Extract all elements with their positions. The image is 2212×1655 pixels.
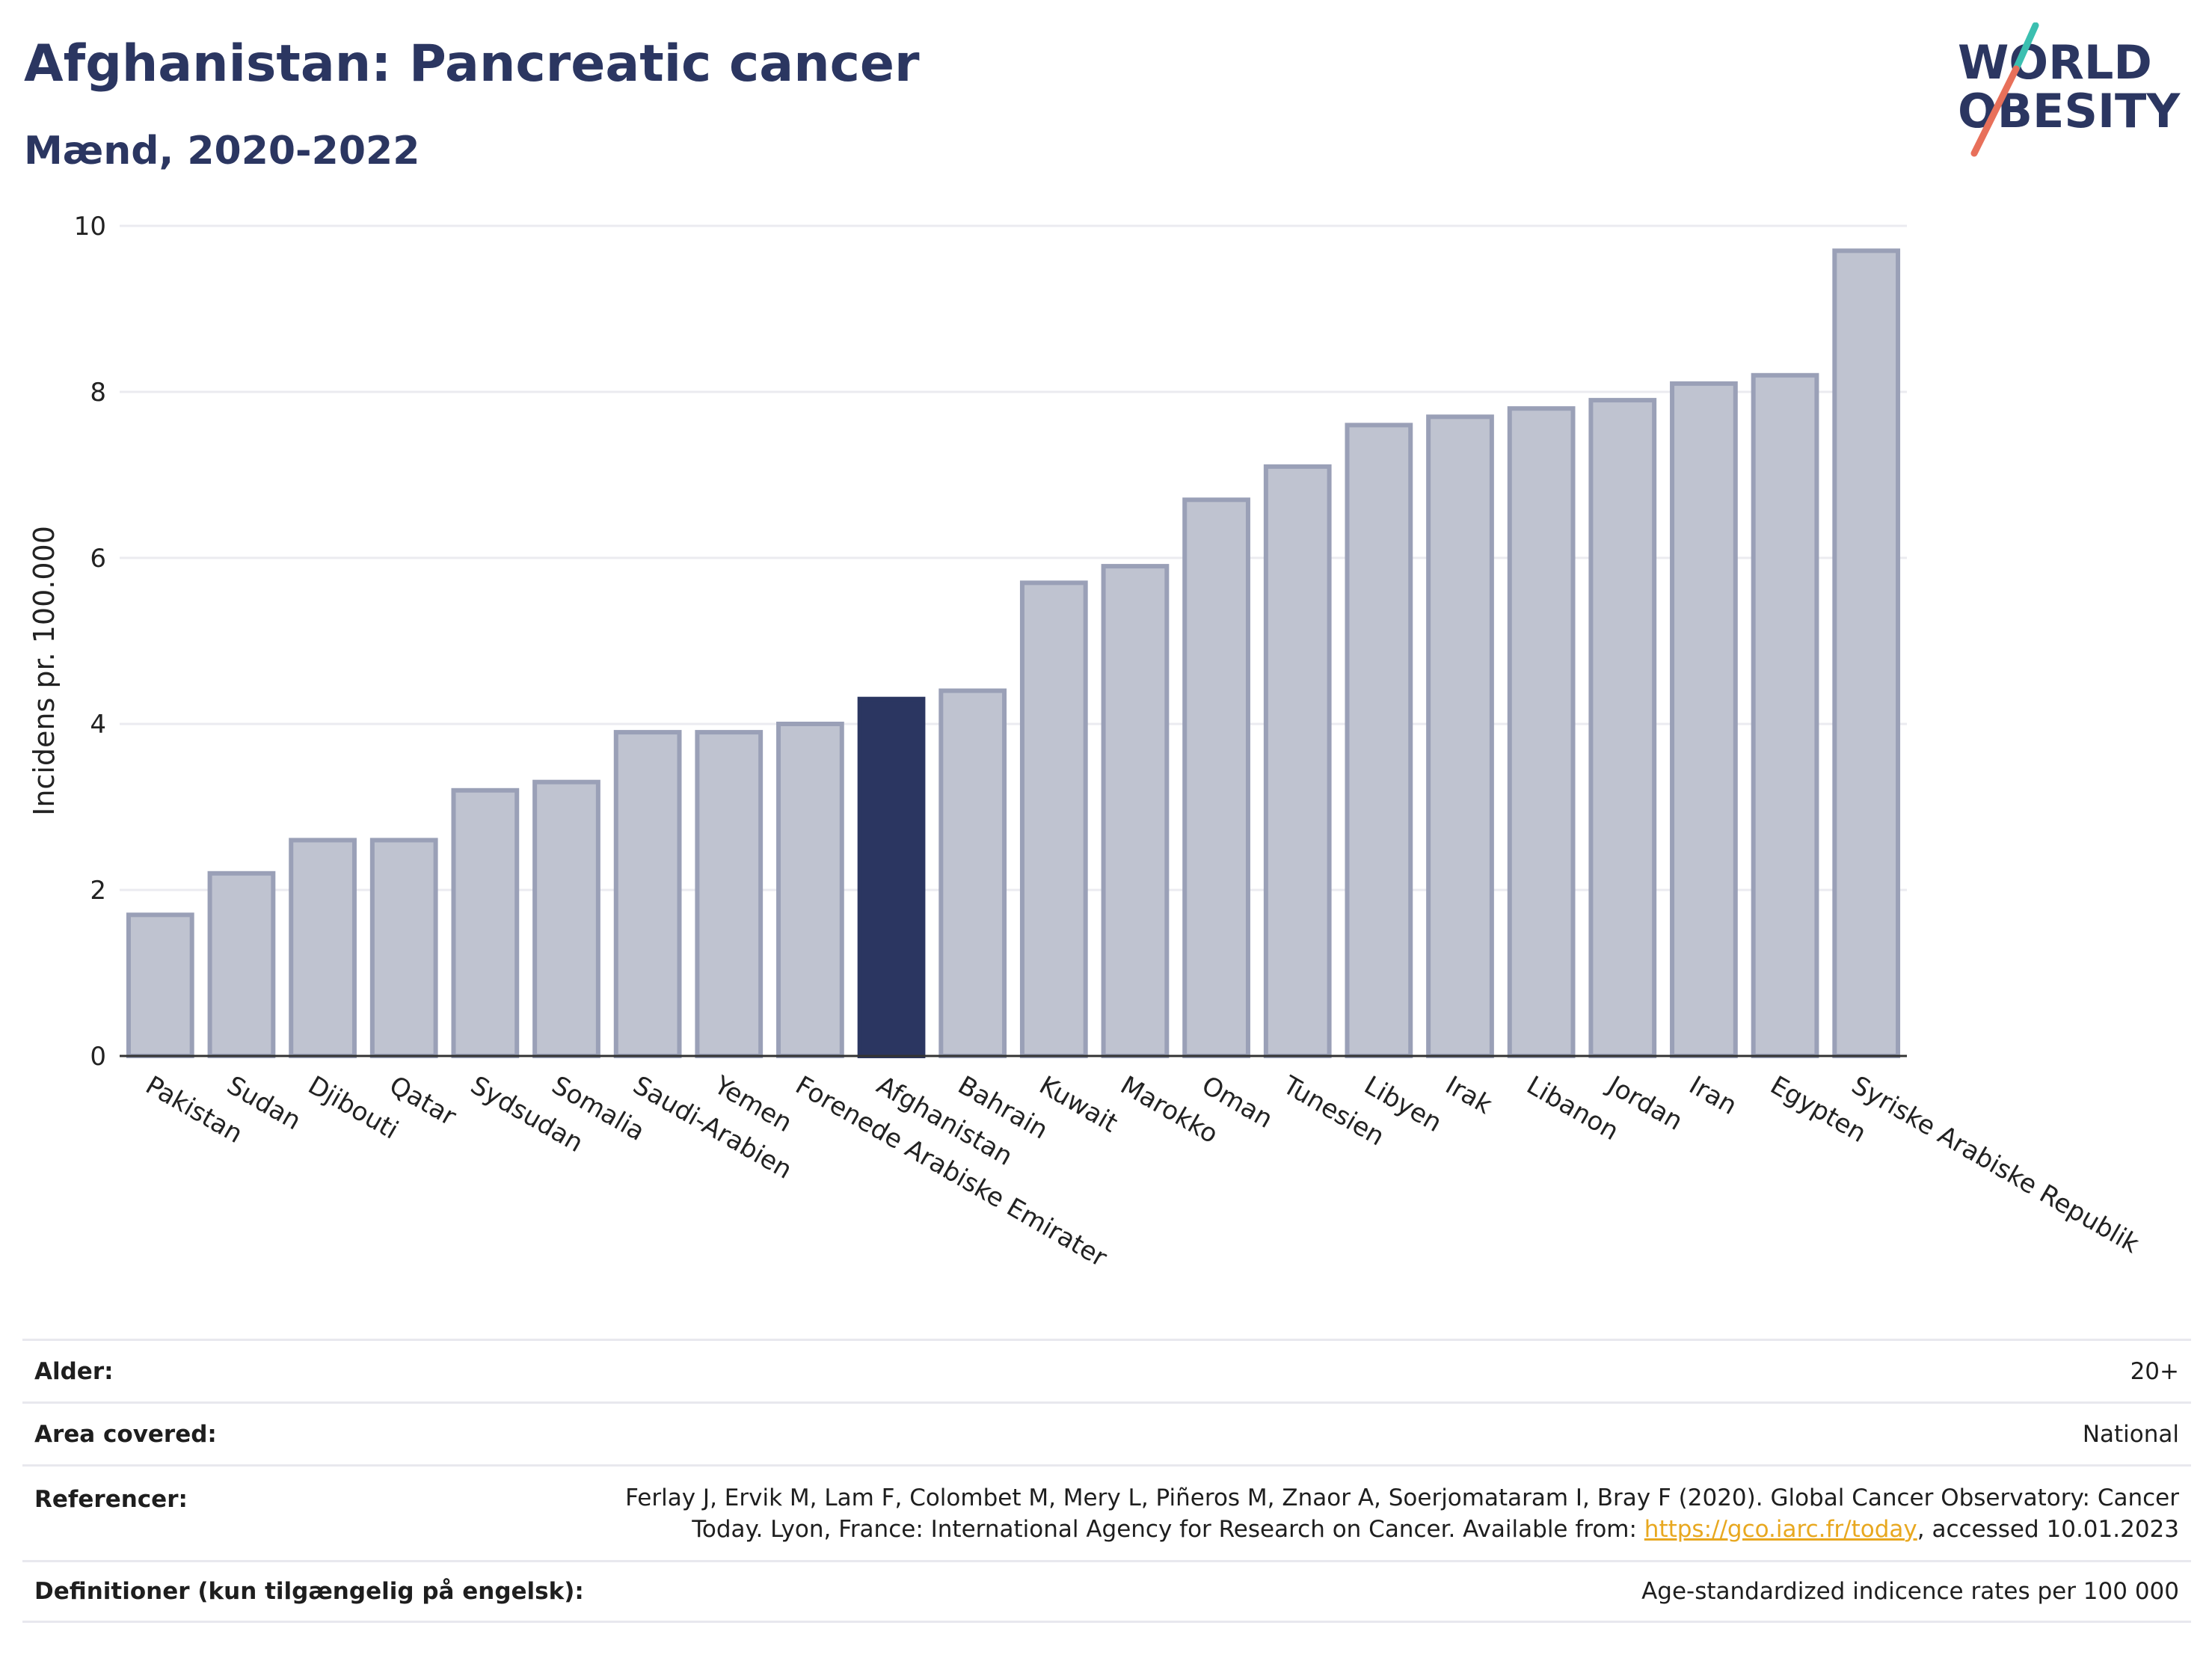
- reference-line-2-post: , accessed 10.01.2023: [1917, 1515, 2179, 1543]
- y-tick-label: 8: [90, 378, 106, 408]
- meta-value-age: 20+: [2130, 1357, 2179, 1385]
- bar-pakistan: [126, 912, 194, 1059]
- y-tick-label: 2: [90, 876, 106, 906]
- meta-label-age: Alder:: [34, 1357, 114, 1385]
- x-tick-label: Iran: [1684, 1070, 1742, 1121]
- logo-accent-teal: [2012, 22, 2039, 73]
- y-tick-label: 6: [90, 544, 106, 574]
- bar-jordan: [1588, 398, 1657, 1058]
- reference-link[interactable]: https://gco.iarc.fr/today: [1644, 1515, 1917, 1543]
- y-axis-label: Incidens pr. 100.000: [28, 526, 61, 816]
- bar-oman: [1182, 497, 1250, 1058]
- meta-row-area: Area covered: National: [22, 1401, 2191, 1464]
- bar-marokko: [1101, 564, 1170, 1058]
- x-tick-label: Syriske Arabiske Republik: [1846, 1070, 2144, 1259]
- y-tick-label: 0: [90, 1042, 106, 1072]
- bar-iran: [1670, 381, 1738, 1058]
- meta-row-definitions: Definitioner (kun tilgængelig på engelsk…: [22, 1560, 2191, 1623]
- bar-tunesien: [1263, 464, 1332, 1058]
- meta-value-references: Ferlay J, Ervik M, Lam F, Colombet M, Me…: [625, 1482, 2179, 1545]
- metadata-table: Alder: 20+ Area covered: National Refere…: [22, 1339, 2191, 1623]
- x-tick-label: Irak: [1440, 1070, 1497, 1120]
- meta-label-references: Referencer:: [34, 1486, 188, 1513]
- reference-line-2-pre: Today. Lyon, France: International Agenc…: [692, 1515, 1644, 1543]
- bar-kuwait: [1019, 580, 1088, 1058]
- y-tick-label: 10: [74, 212, 106, 242]
- bar-bahrain: [938, 688, 1007, 1058]
- reference-line-1: Ferlay J, Ervik M, Lam F, Colombet M, Me…: [625, 1484, 2179, 1511]
- chart-subtitle: Mænd, 2020-2022: [24, 129, 420, 174]
- world-obesity-logo: WORLD OBESITY: [1958, 22, 2181, 157]
- y-axis-ticks: 0 2 4 6 8 10: [74, 212, 106, 1072]
- meta-value-definitions: Age-standardized indicence rates per 100…: [1641, 1578, 2179, 1605]
- y-tick-label: 4: [90, 710, 106, 740]
- x-tick-label: Libanon: [1522, 1070, 1624, 1146]
- bar-libanon: [1507, 406, 1576, 1058]
- bar-sydsudan: [451, 787, 520, 1059]
- bar-forenede-arabiske-emirater: [776, 722, 844, 1058]
- bar-sudan: [207, 871, 276, 1059]
- meta-row-age: Alder: 20+: [22, 1339, 2191, 1401]
- logo-accent-coral: [1970, 65, 2020, 157]
- bar-djibouti: [289, 838, 357, 1059]
- bar-libyen: [1345, 423, 1413, 1058]
- bar-irak: [1426, 414, 1494, 1058]
- bars: [126, 248, 1901, 1059]
- meta-label-area: Area covered:: [34, 1420, 217, 1448]
- x-tick-label: Djibouti: [303, 1070, 403, 1146]
- bar-qatar: [369, 838, 438, 1059]
- bar-egypten: [1751, 372, 1819, 1058]
- bar-afghanistan: [857, 696, 926, 1058]
- chart-title: Afghanistan: Pancreatic cancer: [24, 34, 920, 93]
- bar-somalia: [532, 779, 600, 1058]
- logo-text-world: WORLD: [1958, 35, 2152, 90]
- meta-label-definitions: Definitioner (kun tilgængelig på engelsk…: [34, 1578, 584, 1605]
- bar-saudi-arabien: [613, 730, 682, 1058]
- bar-syriske-arabiske-republik: [1832, 248, 1901, 1058]
- meta-row-references: Referencer: Ferlay J, Ervik M, Lam F, Co…: [22, 1464, 2191, 1560]
- bar-yemen: [695, 730, 764, 1058]
- meta-value-area: National: [2082, 1420, 2179, 1448]
